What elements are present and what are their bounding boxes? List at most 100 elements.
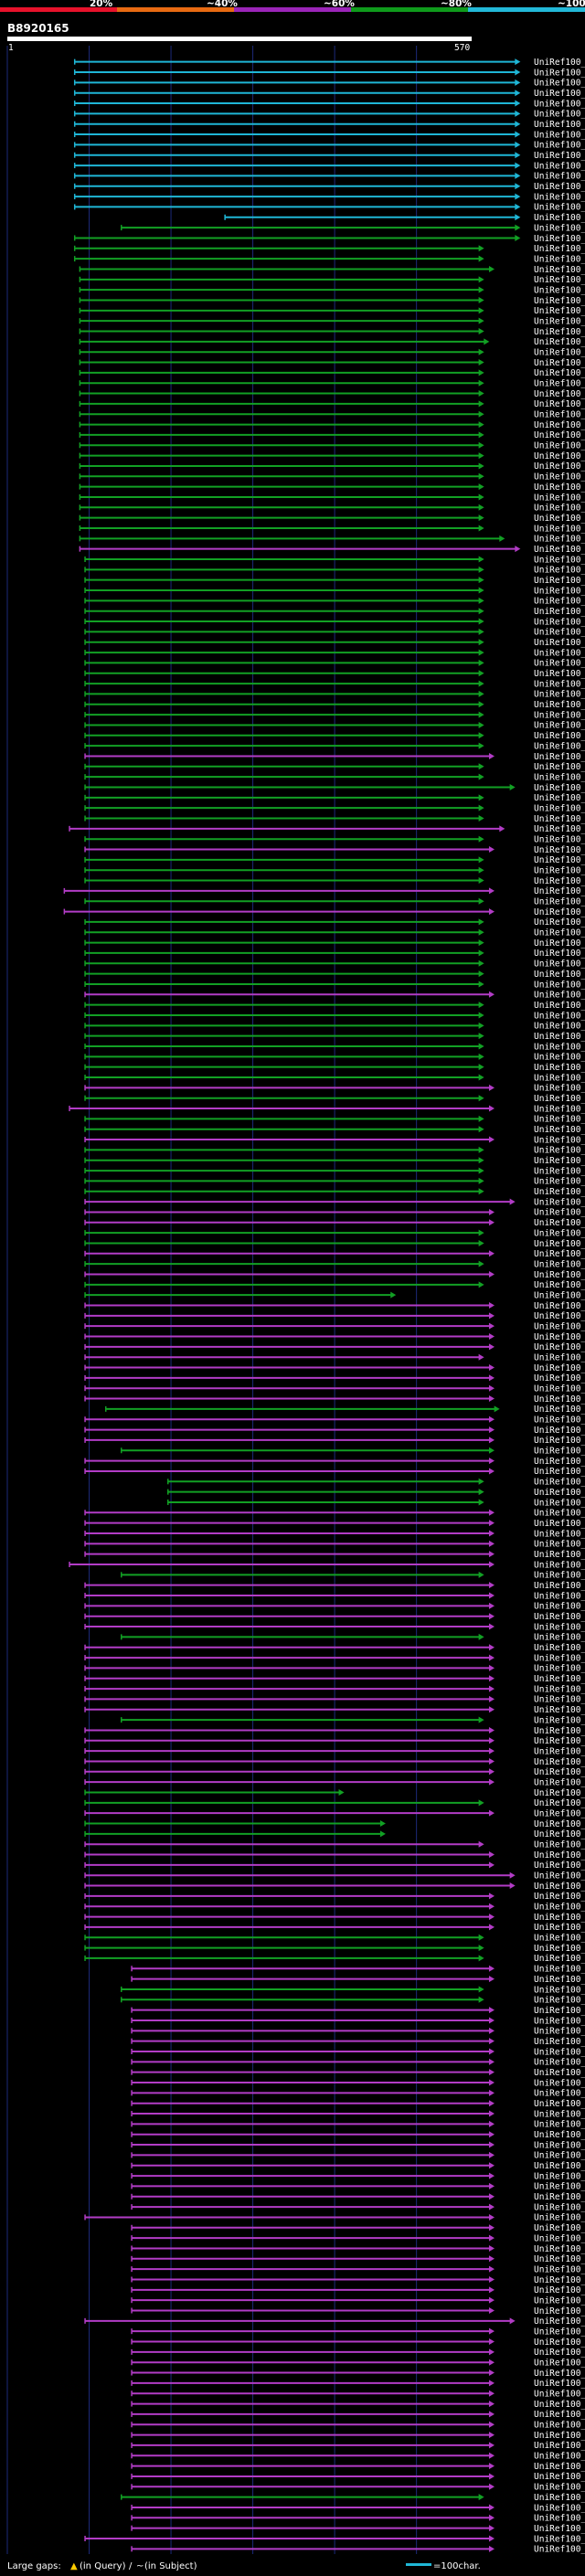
hit-label[interactable]: UniRef100_Q6BVI1 <box>534 1560 585 1570</box>
hit-label[interactable]: UniRef100_C4Y283 <box>534 1903 585 1913</box>
hit-row[interactable]: UniRef100_B4NGN6 <box>84 1540 585 1550</box>
hit-row[interactable]: UniRef100_C1GTP0 <box>84 1115 585 1125</box>
hit-label[interactable]: UniRef100_B6TZ40 <box>534 151 585 161</box>
hit-row[interactable]: UniRef100_UP1000... <box>84 793 585 803</box>
hit-row[interactable]: UniRef100_A0DB52 <box>63 907 585 917</box>
hit-label[interactable]: UniRef100_B6KJ89 <box>534 1633 585 1643</box>
hit-row[interactable]: UniRef100_UP1000... <box>131 2089 585 2099</box>
hit-row[interactable]: UniRef100_Q01415 <box>84 607 585 617</box>
hit-row[interactable]: UniRef100_A6Y175 <box>167 1488 585 1498</box>
hit-row[interactable]: UniRef100_UP1000... <box>84 700 585 710</box>
hit-row[interactable]: UniRef100_Q42821 <box>84 1726 585 1736</box>
hit-row[interactable]: UniRef100_B5X1Z3 <box>79 265 585 275</box>
hit-label[interactable]: UniRef100_UP1000... <box>534 1478 585 1488</box>
hit-label[interactable]: UniRef100_Q6KWI5 <box>534 2027 585 2037</box>
hit-label[interactable]: UniRef100_Q873M9 <box>534 1643 585 1653</box>
hit-label[interactable]: UniRef100_Q5AKB1 <box>534 1177 585 1187</box>
hit-label[interactable]: UniRef100_C9S6N9 <box>534 2078 585 2088</box>
hit-label[interactable]: UniRef100_Q7ZX16 <box>534 741 585 751</box>
hit-label[interactable]: UniRef100_A6Y175 <box>534 1488 585 1498</box>
hit-row[interactable]: UniRef100_B2WEP2 <box>84 866 585 876</box>
hit-label[interactable]: UniRef100_B4KYP1 <box>534 1394 585 1405</box>
hit-row[interactable]: UniRef100_B3LNC1 <box>84 1135 585 1145</box>
hit-label[interactable]: UniRef100_Q5BYX6 <box>534 824 585 834</box>
hit-row[interactable]: UniRef100_Q68FH4 <box>79 420 585 430</box>
hit-label[interactable]: UniRef100_Q01415 <box>534 607 585 617</box>
hit-label[interactable]: UniRef100_P0960B <box>534 1063 585 1073</box>
hit-row[interactable]: UniRef100_A9KE66 <box>131 2514 585 2524</box>
hit-label[interactable]: UniRef100_C4J416 <box>534 130 585 140</box>
hit-row[interactable]: UniRef100_B5VFR7 <box>84 1321 585 1331</box>
hit-row[interactable]: UniRef100_C3KXI0 <box>131 2047 585 2057</box>
hit-row[interactable]: UniRef100_Q9XVH5 <box>84 1757 585 1767</box>
hit-label[interactable]: UniRef100_A7TEN8 <box>534 1249 585 1259</box>
hit-label[interactable]: UniRef100_C8V9I5 <box>534 1156 585 1166</box>
hit-row[interactable]: UniRef100_C6Q7B0 <box>120 2493 585 2503</box>
hit-row[interactable]: UniRef100_Q90LT0 <box>79 410 585 420</box>
hit-label[interactable]: UniRef100_Q6JT28 <box>534 389 585 399</box>
hit-row[interactable]: UniRef100_C6T6Y0 <box>224 213 585 223</box>
hit-row[interactable]: UniRef100_B3NFR0 <box>84 1736 585 1746</box>
hit-label[interactable]: UniRef100_B4NGN6 <box>534 1540 585 1550</box>
hit-label[interactable]: UniRef100_C9XMC5 <box>534 2462 585 2472</box>
hit-label[interactable]: UniRef100_C5DBE5 <box>534 731 585 741</box>
hit-row[interactable]: UniRef100_A4M3B6 <box>84 2213 585 2223</box>
hit-row[interactable]: UniRef100_B0VZ29 <box>84 1602 585 1612</box>
hit-label[interactable]: UniRef100_C3B912 <box>534 2182 585 2192</box>
hit-label[interactable]: UniRef100_C3BRH5 <box>534 2171 585 2181</box>
hit-label[interactable]: UniRef100_UP1000... <box>534 296 585 306</box>
hit-row[interactable]: UniRef100_UP1000... <box>84 928 585 938</box>
hit-label[interactable]: UniRef100_C9KTD3 <box>534 2295 585 2306</box>
hit-label[interactable]: UniRef100_A1D736 <box>534 1094 585 1104</box>
hit-row[interactable]: UniRef100_Q1E1I0 <box>84 834 585 844</box>
hit-row[interactable]: UniRef100_Q4S1E0 <box>84 628 585 638</box>
hit-label[interactable]: UniRef100_UP1000... <box>534 772 585 782</box>
hit-row[interactable]: UniRef100_UP1000... <box>79 451 585 461</box>
hit-row[interactable]: UniRef100_B0XD20 <box>84 959 585 970</box>
hit-row[interactable]: UniRef100_Q873M9 <box>84 1643 585 1653</box>
hit-label[interactable]: UniRef100_A3LR62 <box>534 1892 585 1902</box>
hit-label[interactable]: UniRef100_C2W0K2 <box>534 2140 585 2150</box>
hit-label[interactable]: UniRef100_Q5XIG6 <box>534 472 585 482</box>
hit-row[interactable]: UniRef100_B8M7U6 <box>84 1125 585 1135</box>
hit-row[interactable]: UniRef100_B6TZ40 <box>73 151 585 161</box>
hit-row[interactable]: UniRef100_A7SK88 <box>84 1332 585 1342</box>
hit-label[interactable]: UniRef100_C5PHU5 <box>534 855 585 865</box>
hit-label[interactable]: UniRef100_UP1000... <box>534 306 585 316</box>
hit-label[interactable]: UniRef100_C7ZK86 <box>534 980 585 990</box>
hit-row[interactable]: UniRef100_A6PRR5 <box>84 1208 585 1218</box>
hit-row[interactable]: UniRef100_UP1000... <box>131 2327 585 2337</box>
hit-row[interactable]: UniRef100_A7TEN8 <box>84 1249 585 1259</box>
hit-label[interactable]: UniRef100_C2UUN8 <box>534 2058 585 2068</box>
hit-label[interactable]: UniRef100_Q6CC28 <box>534 1436 585 1446</box>
hit-row[interactable]: UniRef100_B7ZXT0 <box>73 161 585 171</box>
hit-label[interactable]: UniRef100_B8E047 <box>534 2099 585 2109</box>
hit-row[interactable]: UniRef100_B9HL15 <box>73 99 585 109</box>
hit-row[interactable]: UniRef100_C6IZS1 <box>84 1860 585 1871</box>
hit-row[interactable]: UniRef100_C3U117 <box>84 2534 585 2544</box>
hit-label[interactable]: UniRef100_Q7Y152 <box>534 182 585 192</box>
hit-row[interactable]: UniRef100_Q7Q7U8 <box>84 1674 585 1684</box>
hit-row[interactable]: UniRef100_C7YLH0 <box>84 1032 585 1042</box>
hit-label[interactable]: UniRef100_Q16EZ4 <box>534 1467 585 1477</box>
hit-label[interactable]: UniRef100_Q9S489 <box>534 2483 585 2493</box>
hit-label[interactable]: UniRef100_Q5LR5 <box>534 1882 585 1892</box>
hit-row[interactable]: UniRef100_UP1000... <box>79 524 585 534</box>
hit-row[interactable]: UniRef100_UP1000... <box>167 1478 585 1488</box>
hit-label[interactable]: UniRef100_Q6A5R5 <box>534 2254 585 2264</box>
hit-row[interactable]: UniRef100_C0NU20 <box>84 1042 585 1052</box>
hit-label[interactable]: UniRef100_Q4IPA3 <box>534 1498 585 1508</box>
hit-label[interactable]: UniRef100_B9RZT4 <box>534 79 585 89</box>
hit-label[interactable]: UniRef100_Q9VWL1 <box>534 1591 585 1601</box>
hit-label[interactable]: UniRef100_C9R325 <box>534 2348 585 2358</box>
hit-label[interactable]: UniRef100_B3RLB9 <box>534 814 585 824</box>
hit-label[interactable]: UniRef100_Q6UU8 <box>534 762 585 772</box>
hit-row[interactable]: UniRef100_C5WU13 <box>73 120 585 130</box>
hit-row[interactable]: UniRef100_C3AV43 <box>131 2192 585 2202</box>
hit-row[interactable]: UniRef100_A0CH51 <box>63 886 585 896</box>
hit-label[interactable]: UniRef100_B6V389 <box>534 110 585 120</box>
hit-label[interactable]: UniRef100_Q5YEZ6 <box>534 2130 585 2140</box>
hit-label[interactable]: UniRef100_Q90LT0 <box>534 410 585 420</box>
hit-label[interactable]: UniRef100_UP1000... <box>534 327 585 337</box>
hit-label[interactable]: UniRef100_Q0STB2 <box>534 2441 585 2451</box>
